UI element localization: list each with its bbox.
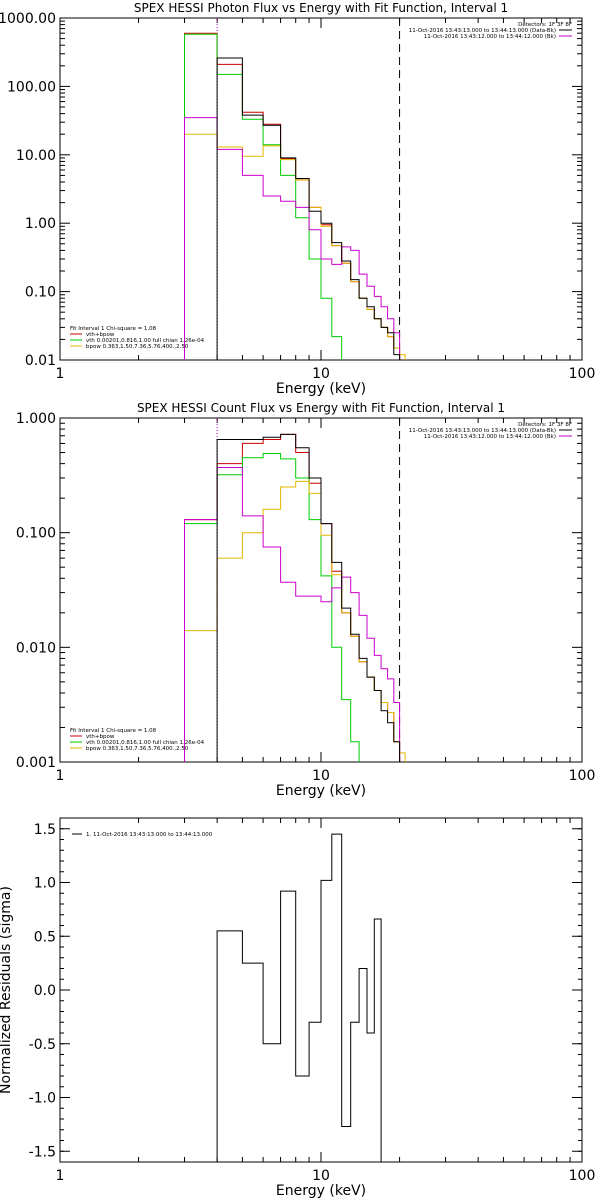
x-tick-label: 1: [56, 768, 65, 784]
x-tick-label: 1: [56, 1168, 65, 1184]
x-tick-label: 10: [312, 768, 330, 784]
legend-text: Detectors: 1F 3F 8F: [518, 422, 572, 428]
series-line-5: [216, 433, 401, 762]
series-group: [216, 833, 382, 1162]
legend-text: bpow 0.363,1.50,7.36,5.76,400.,2.50: [86, 746, 189, 752]
x-axis: 1 10 100 Energy (keV): [56, 18, 596, 397]
legend-text: 11-Oct-2016 13:43:12.000 to 13:44:12.000…: [424, 34, 556, 40]
x-tick-label: 10: [312, 366, 330, 382]
legend-text: vth+bpow: [86, 332, 115, 338]
legend-text: 11-Oct-2016 13:43:13.000 to 13:44:13.000…: [409, 28, 556, 34]
y-tick-label: 1000.00: [0, 11, 56, 27]
x-axis: 1 10 100 Energy (keV): [56, 418, 596, 799]
x-axis-label: Energy (keV): [276, 381, 366, 397]
y-tick-label: 0.001: [16, 755, 56, 771]
legend-text: vth+bpow: [86, 734, 115, 740]
y-tick-label: 10.00: [16, 148, 56, 164]
chart-panel-1: SPEX HESSI Photon Flux vs Energy with Fi…: [0, 1, 595, 397]
x-axis-label: Energy (keV): [276, 1183, 366, 1199]
legend-text: vth 0.00201,0.816,1.00 full chian 1.26e-…: [86, 338, 205, 344]
chart-title: SPEX HESSI Count Flux vs Energy with Fit…: [137, 401, 505, 415]
y-tick-label: 1.5: [34, 822, 56, 838]
plot-frame: [59, 17, 583, 361]
legend-text: Detectors: 1F 3F 8F: [518, 22, 572, 28]
series-line-3: [184, 133, 406, 360]
series-line-4: [184, 117, 401, 360]
plot-frame: [59, 417, 583, 763]
legend-text: Fit Interval 1 Chi-square = 1.08: [70, 326, 157, 332]
x-tick-label: 100: [569, 366, 596, 382]
y-tick-label: 1.000: [16, 411, 56, 427]
chart-panel-2: SPEX HESSI Count Flux vs Energy with Fit…: [16, 401, 595, 799]
series-line-3: [184, 480, 406, 762]
series-group: [184, 32, 406, 360]
y-tick-label: -0.5: [29, 1037, 56, 1053]
y-tick-label: -1.5: [29, 1144, 56, 1160]
x-axis: 1 10 100 Energy (keV): [56, 818, 596, 1199]
series-group: [184, 433, 406, 762]
y-tick-label: -1.0: [29, 1091, 56, 1107]
y-axis: 0.001 0.010 0.100 1.000: [16, 411, 582, 771]
y-tick-label: 1.00: [25, 216, 56, 232]
x-tick-label: 1: [56, 366, 65, 382]
x-axis-label: Energy (keV): [276, 783, 366, 799]
y-tick-label: 0.10: [25, 285, 56, 301]
y-tick-label: 100.00: [7, 79, 56, 95]
legend-text: 11-Oct-2016 13:43:13.000 to 13:44:13.000…: [409, 428, 556, 434]
x-tick-label: 10: [312, 1168, 330, 1184]
y-axis: -1.5 -1.0 -0.5 0.0 0.5 1.0 1.5 Normalized Resid…: [0, 822, 582, 1160]
y-tick-label: 0.01: [25, 353, 56, 369]
y-tick-label: 0.5: [34, 929, 56, 945]
y-axis: 0.01 0.10 1.00 10.00 100.00 1000.00: [0, 11, 582, 369]
chart-title: SPEX HESSI Photon Flux vs Energy with Fi…: [134, 1, 508, 15]
legend-text: vth 0.00201,0.816,1.00 full chian 1.26e-…: [86, 740, 205, 746]
y-tick-label: 0.100: [16, 526, 56, 542]
legend-bottom-left: Fit Interval 1 Chi-square = 1.08vth+bpow…: [70, 326, 205, 350]
y-tick-label: 0.010: [16, 640, 56, 656]
x-tick-label: 100: [569, 768, 596, 784]
legend-top-left: 1. 11-Oct-2016 13:43:13.000 to 13:44:13.…: [72, 832, 213, 838]
y-tick-label: 1.0: [34, 876, 56, 892]
legend-bottom-left: Fit Interval 1 Chi-square = 1.08vth+bpow…: [70, 728, 205, 752]
legend-text: 1. 11-Oct-2016 13:43:13.000 to 13:44:13.…: [86, 832, 213, 838]
y-tick-label: 0.0: [34, 983, 56, 999]
legend-text: 11-Oct-2016 13:43:12.000 to 13:44:12.000…: [424, 434, 556, 440]
legend-text: bpow 0.363,1.50,7.36,5.76,400.,2.50: [86, 344, 189, 350]
legend-text: Fit Interval 1 Chi-square = 1.08: [70, 728, 157, 734]
x-tick-label: 100: [569, 1168, 596, 1184]
series-line-5: [216, 57, 401, 360]
series-line-1: [216, 833, 382, 1162]
series-line-2: [184, 453, 360, 762]
y-axis-label: Normalized Residuals (sigma): [0, 886, 14, 1094]
series-line-2: [184, 33, 343, 360]
